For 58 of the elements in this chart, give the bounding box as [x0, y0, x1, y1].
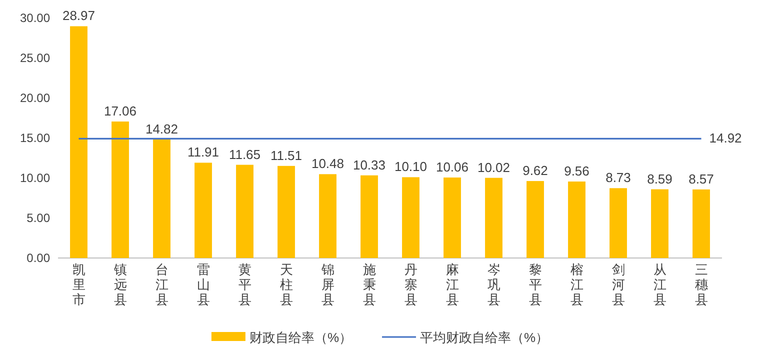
data-label: 14.92	[709, 130, 742, 146]
legend-label: 平均财政自给率（%）	[420, 330, 549, 345]
x-tick-label: 剑河县	[612, 262, 625, 307]
data-label: 10.06	[436, 160, 469, 175]
bar	[194, 162, 212, 258]
y-tick-label: 20.00	[20, 91, 50, 105]
x-tick-label: 台江县	[155, 262, 168, 307]
bar	[112, 122, 129, 258]
data-label: 11.51	[270, 148, 302, 163]
data-label: 10.33	[352, 157, 386, 172]
bar	[568, 182, 586, 258]
bar	[610, 188, 627, 258]
x-tick-label: 三穗县	[694, 262, 708, 307]
bar	[153, 139, 170, 258]
bar	[526, 181, 544, 258]
data-label: 10.02	[477, 160, 510, 175]
x-tick-label: 从江县	[653, 262, 666, 307]
x-tick-label: 麻江县	[446, 262, 459, 307]
data-label: 28.97	[62, 8, 96, 24]
x-tick-label: 岑巩县	[487, 262, 500, 307]
data-label: 9.62	[522, 163, 548, 178]
bar	[692, 189, 710, 258]
legend-label: 财政自给率（%）	[249, 330, 352, 345]
x-tick-label: 榕江县	[570, 262, 584, 307]
y-tick-label: 25.00	[20, 51, 50, 65]
data-label: 14.82	[145, 121, 178, 136]
bar	[444, 178, 461, 258]
x-tick-label: 天柱县	[280, 262, 293, 307]
bar	[485, 178, 502, 258]
data-label: 8.57	[688, 171, 714, 186]
y-tick-label: 15.00	[20, 131, 50, 145]
x-tick-label: 黎平县	[528, 262, 542, 307]
data-label: 11.65	[228, 146, 261, 162]
bar	[319, 174, 336, 258]
x-tick-label: 施秉县	[362, 262, 376, 307]
y-tick-label: 5.00	[26, 211, 50, 225]
bar	[402, 177, 420, 258]
data-label: 9.56	[564, 164, 590, 179]
bar	[651, 189, 668, 258]
data-label: 10.10	[394, 159, 428, 174]
bar	[70, 26, 88, 258]
bar	[360, 175, 378, 258]
x-tick-label: 凯里市	[72, 262, 86, 307]
data-label: 17.06	[104, 104, 137, 119]
data-label: 10.48	[311, 156, 344, 172]
bar	[278, 166, 295, 258]
x-tick-label: 黄平县	[238, 262, 252, 307]
y-tick-label: 30.00	[20, 11, 50, 25]
y-tick-label: 10.00	[20, 171, 50, 185]
bar	[236, 164, 254, 258]
x-tick-label: 锦屏县	[320, 262, 334, 307]
y-tick-label: 0.00	[26, 251, 50, 265]
x-tick-label: 丹寨县	[404, 262, 418, 307]
x-tick-label: 雷山县	[196, 262, 210, 307]
x-tick-label: 镇远县	[112, 262, 127, 307]
data-label: 11.91	[187, 144, 220, 160]
data-label: 8.59	[647, 171, 672, 186]
data-label: 8.73	[606, 170, 631, 186]
